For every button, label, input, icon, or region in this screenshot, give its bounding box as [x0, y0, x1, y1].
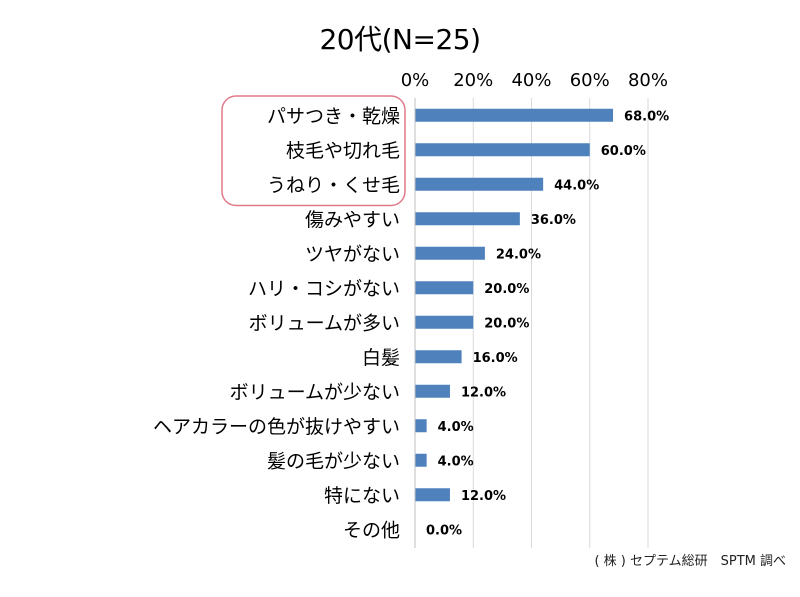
bar — [415, 281, 474, 295]
data-label: 20.0% — [484, 282, 529, 297]
bar — [415, 212, 520, 226]
category-label: その他 — [343, 519, 400, 541]
x-tick-label: 40% — [511, 70, 551, 91]
bar — [415, 315, 474, 329]
data-label: 16.0% — [473, 351, 518, 366]
category-label: 枝毛や切れ毛 — [286, 140, 400, 162]
bar — [415, 488, 450, 502]
data-label: 20.0% — [484, 316, 529, 331]
category-label: ツヤがない — [305, 243, 400, 265]
x-tick-label: 80% — [628, 70, 668, 91]
category-label: 髪の毛が少ない — [267, 450, 400, 472]
source-note: ( 株 ) セプテム総研 SPTM 調べ — [594, 554, 786, 569]
bar — [415, 453, 427, 467]
highlight-box — [221, 95, 406, 207]
data-label: 60.0% — [601, 144, 646, 159]
category-label: ヘアカラーの色が抜けやすい — [153, 416, 400, 438]
bar — [415, 419, 427, 433]
category-label: 傷みやすい — [305, 209, 400, 231]
category-label: ハリ・コシがない — [248, 278, 400, 300]
x-tick-label: 60% — [570, 70, 610, 91]
data-label: 12.0% — [461, 385, 506, 400]
bar — [415, 177, 544, 191]
category-label: パサつき・乾燥 — [267, 105, 400, 127]
data-label: 24.0% — [496, 247, 541, 262]
data-label: 4.0% — [438, 454, 474, 469]
data-label: 4.0% — [438, 420, 474, 435]
data-label: 36.0% — [531, 213, 576, 228]
bar — [415, 143, 590, 157]
data-label: 68.0% — [624, 109, 669, 124]
category-label: 特にない — [324, 485, 400, 507]
category-label: ボリュームが少ない — [230, 381, 400, 403]
x-tick-label: 20% — [453, 70, 493, 91]
category-label: ボリュームが多い — [249, 312, 400, 334]
category-label: うねり・くせ毛 — [267, 174, 400, 196]
x-tick-label: 0% — [401, 70, 430, 91]
data-label: 0.0% — [426, 523, 462, 538]
chart-title: 20代(N=25) — [319, 23, 481, 56]
data-label: 12.0% — [461, 489, 506, 504]
bar — [415, 384, 450, 398]
bar — [415, 350, 462, 364]
data-label: 44.0% — [554, 178, 599, 193]
bar — [415, 246, 485, 260]
category-label: 白髪 — [362, 347, 400, 369]
bar — [415, 108, 614, 122]
